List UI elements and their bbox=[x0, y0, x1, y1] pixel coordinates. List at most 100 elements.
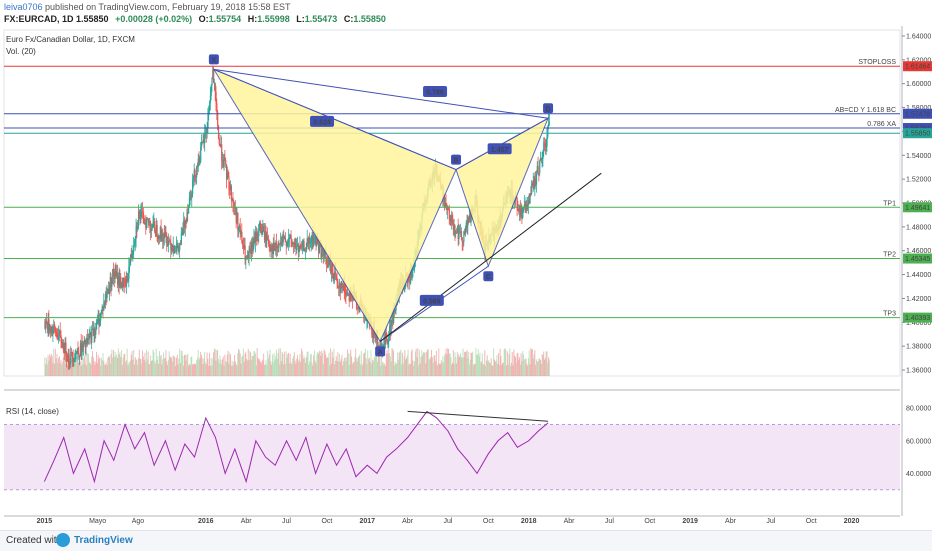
candle-body bbox=[189, 196, 191, 198]
volume-bar bbox=[110, 354, 112, 376]
candle-body bbox=[230, 185, 232, 190]
volume-bar bbox=[282, 354, 284, 376]
point-marker-box[interactable] bbox=[208, 54, 219, 65]
candle-body bbox=[341, 281, 343, 288]
xab-triangle[interactable] bbox=[212, 68, 457, 343]
volume-bar bbox=[485, 360, 487, 376]
time-tick-label: Abr bbox=[402, 518, 414, 525]
candle-body bbox=[108, 287, 111, 294]
volume-bar bbox=[263, 353, 265, 376]
candle-body bbox=[125, 276, 128, 287]
volume-bar bbox=[73, 361, 75, 376]
volume-bar bbox=[531, 349, 533, 376]
volume-bar bbox=[267, 350, 269, 376]
tradingview-logo-icon[interactable] bbox=[56, 533, 70, 547]
rsi-line[interactable] bbox=[43, 410, 549, 484]
chart-area[interactable]: 1.36000 1.38000 1.40000 1.42000 1.44000 1.460… bbox=[0, 26, 932, 530]
volume-bar bbox=[78, 362, 80, 376]
candle-body bbox=[459, 232, 461, 234]
bcd-triangle[interactable] bbox=[455, 117, 550, 268]
candle-body bbox=[194, 170, 196, 177]
volume-bar bbox=[134, 357, 136, 376]
rsi-pane[interactable]: 40.0000 60.0000 80.0000 bbox=[4, 406, 931, 491]
volume-bar bbox=[346, 357, 348, 376]
volume-bar bbox=[382, 361, 384, 376]
candle-body bbox=[127, 279, 129, 281]
candle-body bbox=[453, 225, 455, 231]
candle-body bbox=[305, 243, 308, 251]
candle-body bbox=[146, 219, 148, 228]
candle-body bbox=[254, 236, 256, 243]
candle-body bbox=[280, 241, 283, 247]
price-tick-label: 1.54000 bbox=[906, 153, 931, 160]
candle-body bbox=[522, 211, 524, 218]
volume-bar bbox=[272, 362, 274, 376]
volume-bar bbox=[44, 357, 46, 376]
volume-bar bbox=[306, 351, 308, 376]
volume-bar bbox=[385, 353, 387, 376]
volume-bar bbox=[74, 350, 76, 376]
candle-body bbox=[271, 244, 274, 254]
volume-bar bbox=[439, 363, 441, 376]
volume-bar bbox=[252, 355, 254, 376]
candle-body bbox=[57, 336, 59, 340]
volume-bar bbox=[257, 357, 259, 376]
volume-bar bbox=[100, 365, 102, 376]
candle-body bbox=[385, 332, 387, 345]
volume-bar bbox=[474, 363, 476, 376]
point-marker-box[interactable] bbox=[483, 271, 494, 282]
volume-bar bbox=[318, 350, 320, 376]
volume-bar bbox=[209, 365, 211, 376]
candle-body bbox=[112, 269, 115, 277]
volume-bar bbox=[351, 356, 353, 376]
volume-bar bbox=[393, 365, 395, 376]
volume-bar bbox=[489, 363, 491, 376]
point-marker-box[interactable] bbox=[375, 346, 386, 357]
candle-body bbox=[158, 236, 161, 240]
volume-bar bbox=[358, 356, 360, 376]
volume-bar bbox=[531, 349, 533, 376]
volume-bar bbox=[319, 351, 321, 376]
volume-bar bbox=[167, 359, 169, 376]
tradingview-brand-link[interactable]: TradingView bbox=[74, 535, 133, 546]
point-marker-box[interactable] bbox=[543, 103, 554, 114]
pattern-leg[interactable] bbox=[213, 68, 457, 171]
candle-body bbox=[313, 238, 315, 246]
candle-body bbox=[534, 178, 536, 190]
volume-bar bbox=[79, 361, 81, 376]
volume-bar bbox=[122, 357, 124, 376]
rsi-divergence-line[interactable] bbox=[407, 410, 549, 422]
volume-bar bbox=[353, 362, 355, 376]
support-trendline[interactable] bbox=[379, 172, 602, 342]
price-tick-label: 1.62000 bbox=[906, 57, 931, 64]
volume-bar bbox=[377, 348, 379, 376]
time-tick-label: 2016 bbox=[198, 518, 214, 525]
candle-body bbox=[223, 159, 225, 167]
candle-body bbox=[356, 307, 358, 309]
ratio-label-box bbox=[423, 86, 448, 98]
volume-bar bbox=[221, 364, 223, 376]
candle-body bbox=[548, 122, 551, 124]
low-label: L: bbox=[296, 14, 305, 24]
volume-bar bbox=[324, 351, 326, 376]
volume-bar bbox=[269, 349, 271, 376]
point-marker-label: B bbox=[454, 158, 459, 165]
point-marker-box[interactable] bbox=[451, 154, 462, 165]
point-marker-label: C bbox=[486, 274, 491, 281]
volume-bar bbox=[196, 360, 198, 376]
volume-bar bbox=[160, 355, 162, 376]
pattern-leg[interactable] bbox=[213, 68, 549, 119]
candle-body bbox=[303, 241, 305, 251]
volume-bar bbox=[495, 360, 497, 376]
price-pane[interactable]: 1.36000 1.38000 1.40000 1.42000 1.44000 1.460… bbox=[3, 26, 932, 516]
candle-body bbox=[251, 242, 253, 254]
candle-body bbox=[55, 332, 57, 333]
time-axis[interactable]: 2015 Mayo Ago 2016 Abr Jul Oct 2017 Abr Jul Oct 201… bbox=[4, 515, 900, 525]
author-link[interactable]: leiva0706 bbox=[4, 2, 43, 12]
volume-bar bbox=[70, 357, 72, 376]
volume-bar bbox=[294, 360, 296, 376]
candle-body bbox=[469, 214, 471, 223]
volume-bar bbox=[204, 362, 206, 376]
candle-body bbox=[386, 338, 388, 344]
candle-body bbox=[192, 180, 194, 195]
